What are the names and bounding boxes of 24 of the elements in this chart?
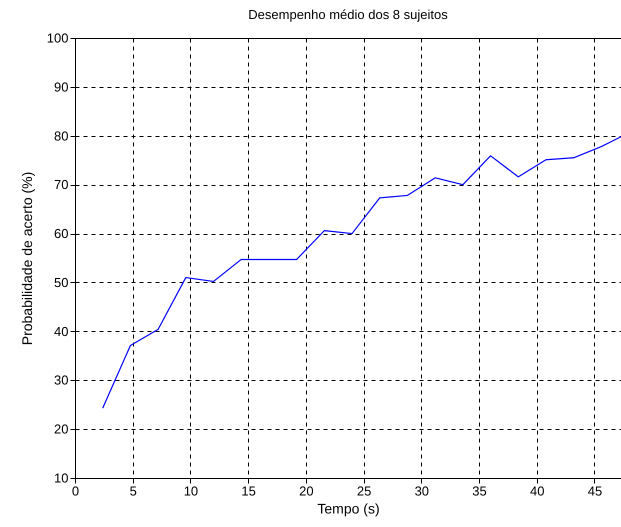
x-tick-label: 5 [130,484,137,498]
y-tick-label: 20 [54,422,68,437]
x-tick-label: 35 [472,484,487,498]
y-tick-label: 90 [54,79,68,94]
chart-title: Desempenho médio dos 8 sujeitos [248,7,448,22]
y-axis-title: Probabilidade de acerto (%) [18,172,35,346]
y-tick-label: 30 [54,372,68,388]
y-tick-label: 70 [54,177,68,192]
x-tick-label: 25 [356,484,372,498]
y-tick-label: 10 [54,470,68,486]
y-tick-label: 40 [54,324,68,339]
x-tick-label: 30 [414,484,430,498]
x-tick-label: 10 [184,484,198,498]
x-tick-label: 20 [299,484,314,498]
x-axis-title: Tempo (s) [317,500,380,516]
x-tick-label: 45 [588,484,602,498]
x-tick-label: 0 [72,484,80,498]
x-tick-label: 40 [530,484,544,498]
y-tick-label: 80 [54,128,68,144]
y-tick-label: 60 [54,226,68,242]
y-tick-label: 100 [46,30,68,46]
y-tick-label: 50 [54,274,68,290]
x-tick-label: 15 [241,484,256,498]
line-series [102,136,621,409]
